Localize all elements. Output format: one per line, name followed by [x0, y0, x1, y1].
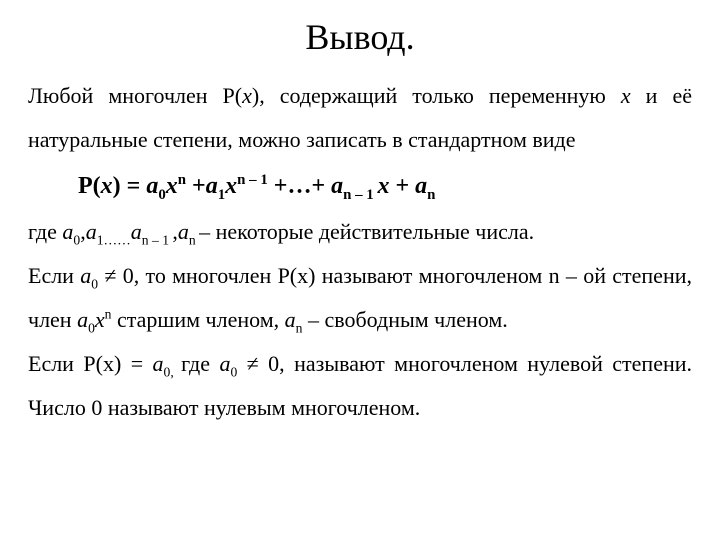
- var-x: х: [377, 173, 389, 199]
- text: ), содержащий только переменную: [252, 83, 621, 108]
- sub-0: 0: [158, 186, 165, 202]
- var-x: х: [95, 307, 105, 332]
- text: Любой многочлен Р(: [28, 83, 242, 108]
- coef-a: а: [219, 351, 230, 376]
- dots: +…+: [268, 173, 331, 199]
- paragraph-3: Если а0 ≠ 0, то многочлен Р(х) называют …: [28, 254, 692, 342]
- coef-a: а: [415, 173, 427, 199]
- coef-a: а: [77, 307, 88, 332]
- sub-0: 0: [88, 320, 95, 335]
- sub-n-1: n – 1: [343, 186, 377, 202]
- coef-a: а: [146, 173, 158, 199]
- standard-form-formula: Р(х) = а0хn +а1хn – 1 +…+ аn – 1 х + аn: [28, 162, 692, 210]
- slide-title: Вывод.: [28, 18, 692, 58]
- coef-a: а: [285, 307, 296, 332]
- coef-a: а: [206, 173, 218, 199]
- coef-a: а: [62, 219, 73, 244]
- text: где: [181, 351, 219, 376]
- sub-n: n: [189, 232, 199, 247]
- coef-a: а: [80, 263, 91, 288]
- text: Если: [28, 263, 80, 288]
- text: ) =: [113, 173, 147, 199]
- coef-a: а: [331, 173, 343, 199]
- coef-a: а: [178, 219, 189, 244]
- var-x: х: [242, 83, 252, 108]
- plus: +: [389, 173, 415, 199]
- text: – свободным членом.: [302, 307, 507, 332]
- plus: +: [186, 173, 206, 199]
- coef-a: а: [153, 351, 164, 376]
- text: Р(: [78, 173, 101, 199]
- sub-0: 0,: [164, 364, 182, 379]
- var-x: х: [101, 173, 113, 199]
- coef-a: а: [86, 219, 97, 244]
- slide: Вывод. Любой многочлен Р(х), содержащий …: [0, 0, 720, 540]
- text: где: [28, 219, 62, 244]
- text: Если Р(х) =: [28, 351, 153, 376]
- text: – некоторые действительные числа.: [199, 219, 534, 244]
- sub-n-1: n – 1: [142, 232, 173, 247]
- sup-n-1: n – 1: [237, 172, 268, 188]
- paragraph-4: Если Р(х) = а0, где а0 ≠ 0, называют мно…: [28, 342, 692, 430]
- coef-a: а: [131, 219, 142, 244]
- text: старшим членом,: [111, 307, 284, 332]
- sub-1-etc: 1……: [97, 232, 131, 247]
- paragraph-1: Любой многочлен Р(х), содержащий только …: [28, 74, 692, 162]
- var-x: х: [621, 83, 631, 108]
- sub-n: n: [427, 186, 435, 202]
- sup-n: n: [178, 172, 186, 188]
- var-x: х: [166, 173, 178, 199]
- var-x: х: [225, 173, 237, 199]
- paragraph-2: где а0,а1……аn – 1 ,аn – некоторые действ…: [28, 210, 692, 254]
